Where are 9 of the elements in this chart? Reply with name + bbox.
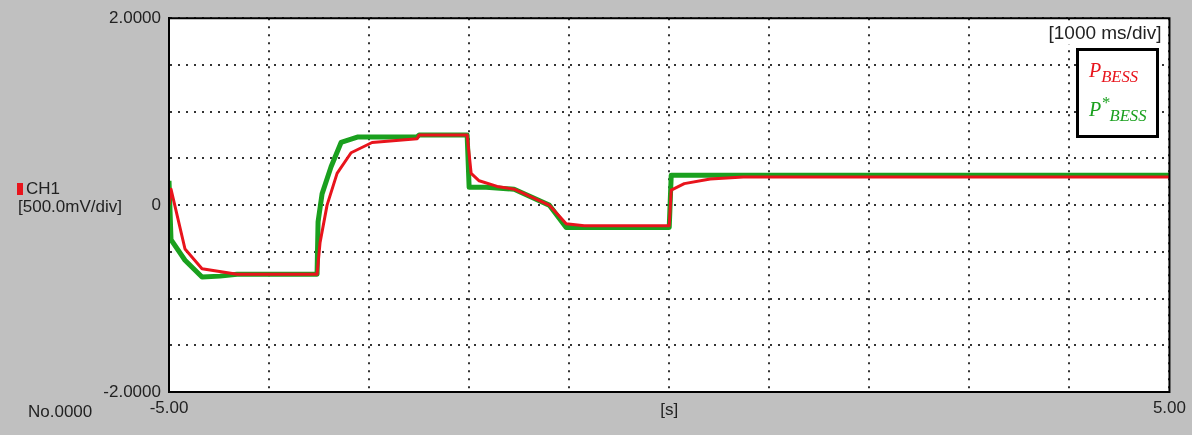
text: No.0000 [28,402,93,422]
x-tick-label: 5.00 [1152,397,1186,417]
text: CH1 [26,179,61,200]
text: P$_{BESS}$ [1088,58,1140,89]
x-axis-title: [s] [660,400,679,420]
y-tick-label: 2.0000 [109,7,161,27]
y-tick-label: 0 [151,194,161,214]
text: [500.0mV/div] [18,197,122,218]
annotation: [1000 ms/div] [1048,22,1162,45]
